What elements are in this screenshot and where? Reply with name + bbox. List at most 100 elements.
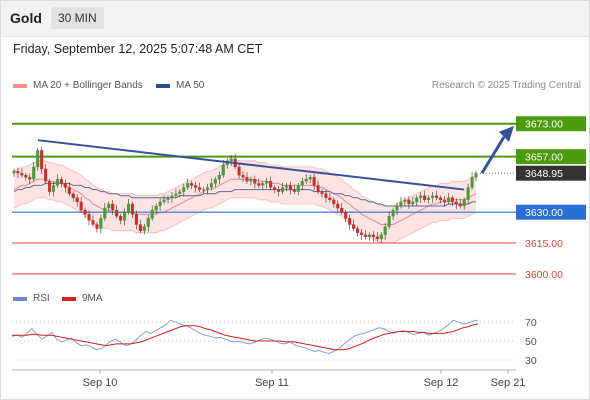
candle-body <box>40 150 44 170</box>
candle-body <box>201 189 206 191</box>
candle <box>419 192 423 203</box>
candle <box>344 209 348 223</box>
legend-ma20-label: MA 20 + Bollinger Bands <box>33 80 143 91</box>
candle-body <box>328 197 332 200</box>
candle-body <box>344 212 348 219</box>
candle <box>91 215 95 227</box>
candle-body <box>107 203 111 209</box>
x-tick-label: Sep 11 <box>255 377 289 389</box>
candle <box>446 192 450 205</box>
candle-body <box>186 183 190 188</box>
candle <box>304 174 308 184</box>
candle-body <box>462 199 466 207</box>
candle <box>123 208 127 226</box>
candle <box>51 181 56 197</box>
candle-body <box>284 185 289 188</box>
candle <box>427 195 431 204</box>
candle-body <box>470 177 474 188</box>
candle-body <box>162 199 166 203</box>
candle-body <box>91 220 95 225</box>
candle <box>328 192 332 203</box>
candle <box>55 174 59 188</box>
rsi-series-rsi <box>11 319 479 354</box>
candle-body <box>150 209 154 219</box>
candle-body <box>115 209 119 217</box>
candle-body <box>126 203 131 213</box>
candle <box>182 183 186 197</box>
legend-9ma-label: 9MA <box>82 293 103 304</box>
level-label-bg-2 <box>516 165 586 181</box>
candle-body <box>450 197 454 203</box>
candle-body <box>166 197 170 200</box>
level-label-5: 3600.00 <box>525 269 563 281</box>
candle-body <box>146 218 150 227</box>
candle <box>280 182 285 195</box>
trendline <box>37 139 465 191</box>
candle <box>411 196 415 207</box>
candle-body <box>431 195 435 198</box>
candle-body <box>55 179 59 186</box>
candle <box>158 198 162 211</box>
rsi-tick-label: 30 <box>525 355 537 367</box>
candle-body <box>178 191 182 194</box>
legend-rsi-label: RSI <box>33 293 50 304</box>
candle-body <box>355 228 360 233</box>
candle-body <box>288 185 292 190</box>
candle <box>363 229 367 240</box>
ma50-line <box>13 182 476 207</box>
candle-body <box>367 234 371 238</box>
candle-body <box>75 197 79 203</box>
candle <box>237 164 241 179</box>
candle <box>186 178 190 190</box>
candle <box>434 190 439 201</box>
candle <box>466 183 470 205</box>
candle-body <box>269 181 273 188</box>
candle <box>154 203 158 214</box>
timeframe-badge[interactable]: 30 MIN <box>51 7 104 29</box>
candle <box>308 174 312 183</box>
candle <box>134 210 138 230</box>
candle <box>28 173 32 185</box>
candle-body <box>170 195 174 198</box>
candle <box>403 197 407 206</box>
candle-body <box>32 166 36 180</box>
rsi-tick-label: 70 <box>525 317 537 329</box>
candle <box>205 183 210 195</box>
candle <box>115 205 119 219</box>
candle <box>198 182 202 193</box>
candle-body <box>71 193 75 198</box>
candle-body <box>99 218 103 229</box>
candle <box>474 170 478 181</box>
candle <box>312 173 316 191</box>
candle <box>336 200 340 214</box>
candle <box>450 195 454 206</box>
candle-body <box>138 224 142 231</box>
candle <box>296 182 300 196</box>
candle <box>59 176 63 188</box>
candle <box>288 181 292 195</box>
candle <box>340 203 344 215</box>
candle <box>458 199 462 209</box>
candle-body <box>454 201 458 205</box>
candle-body <box>182 187 186 192</box>
candle <box>383 222 387 240</box>
candle <box>170 192 174 203</box>
candle-body <box>123 212 127 221</box>
candle-body <box>407 199 411 205</box>
candle <box>119 213 123 225</box>
candle <box>332 197 336 208</box>
candle <box>174 188 178 199</box>
candle <box>79 196 83 213</box>
candle-body <box>154 205 158 211</box>
candle <box>99 214 103 234</box>
candle-body <box>217 175 221 180</box>
level-label-bg-1 <box>516 149 586 165</box>
candle <box>423 190 427 203</box>
legend-ma50: MA 50 <box>156 80 204 91</box>
candle-body <box>257 183 261 186</box>
candle <box>300 177 304 191</box>
candle-body <box>312 177 316 186</box>
candle-body <box>221 164 225 176</box>
symbol-name: Gold <box>10 10 42 26</box>
